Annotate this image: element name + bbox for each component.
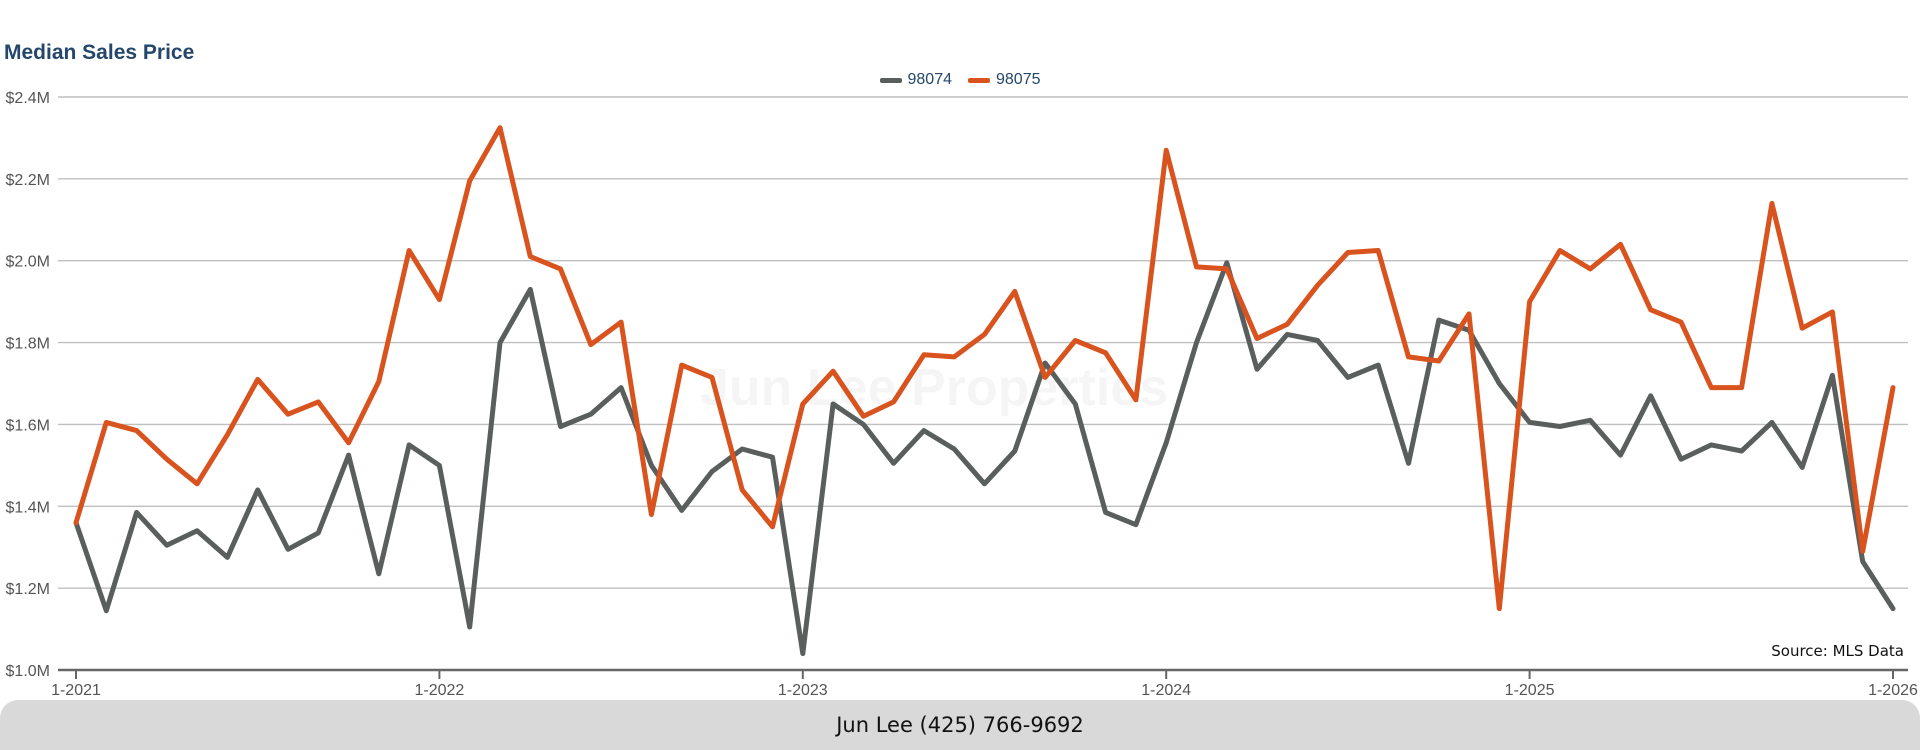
legend: 98074 98075 <box>0 71 1920 89</box>
legend-item-98074[interactable]: 98074 <box>879 71 953 89</box>
legend-swatch-98075 <box>968 77 990 83</box>
legend-label-98074: 98074 <box>907 71 953 88</box>
y-tick-label: $1.0M <box>6 663 50 680</box>
y-tick-label: $1.2M <box>6 581 50 598</box>
x-tick-label: 1-2021 <box>51 682 101 699</box>
series-line-98075 <box>73 125 1896 612</box>
y-tick-label: $1.6M <box>6 417 50 434</box>
x-tick-label: 1-2026 <box>1868 682 1918 699</box>
y-tick-label: $2.2M <box>6 172 50 189</box>
footer-contact: Jun Lee (425) 766-9692 <box>836 713 1084 737</box>
footer-bar: Jun Lee (425) 766-9692 <box>0 700 1920 750</box>
y-tick-label: $2.0M <box>6 254 50 271</box>
x-tick-label: 1-2023 <box>778 682 828 699</box>
series-line-98074 <box>73 260 1896 657</box>
chart-title: Median Sales Price <box>4 41 195 64</box>
y-tick-label: $1.4M <box>6 499 50 516</box>
x-tick-label: 1-2022 <box>414 682 464 699</box>
y-tick-label: $1.8M <box>6 336 50 353</box>
x-tick-label: 1-2025 <box>1505 682 1555 699</box>
y-tick-label: $2.4M <box>6 90 50 107</box>
legend-label-98075: 98075 <box>996 71 1041 88</box>
legend-swatch-98074 <box>879 77 902 83</box>
x-tick-label: 1-2024 <box>1141 682 1191 699</box>
legend-item-98075[interactable]: 98075 <box>968 71 1041 89</box>
source-label: Source: MLS Data <box>1771 642 1904 660</box>
